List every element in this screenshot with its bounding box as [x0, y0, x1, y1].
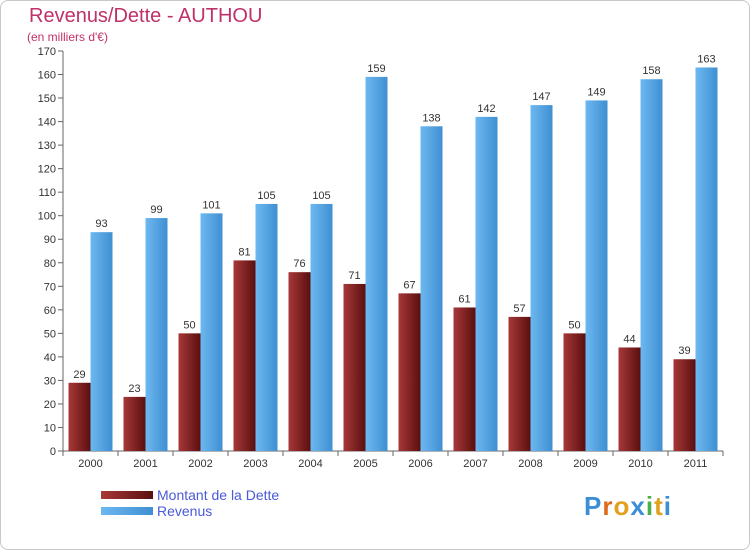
x-tick-label: 2006: [408, 458, 432, 470]
debt-bar: [398, 293, 421, 451]
legend: Montant de la Dette Revenus: [101, 487, 279, 519]
logo-letter: x: [630, 491, 646, 521]
logo-letter: i: [663, 491, 672, 521]
revenue-bar: [365, 76, 388, 451]
chart-title: Revenus/Dette - AUTHOU: [29, 5, 263, 27]
x-tick-label: 2000: [78, 458, 102, 470]
debt-bar-value-label: 50: [183, 319, 195, 331]
y-tick-label: 60: [44, 305, 56, 317]
y-tick-label: 110: [38, 187, 56, 199]
revenue-bar: [475, 116, 498, 451]
y-tick-label: 170: [38, 46, 56, 58]
debt-bar: [233, 260, 256, 451]
debt-bar-value-label: 39: [678, 345, 690, 357]
revenue-bar: [90, 232, 113, 451]
debt-bar-value-label: 76: [293, 258, 305, 270]
y-tick-label: 150: [38, 93, 56, 105]
revenue-bar: [530, 105, 553, 451]
revenue-bar: [640, 79, 663, 451]
revenue-bar: [310, 203, 333, 451]
chart-subtitle: (en milliers d'€): [27, 30, 108, 44]
revenue-bar: [585, 100, 608, 451]
logo-letter: t: [654, 491, 664, 521]
revenue-bar-value-label: 138: [422, 112, 440, 124]
y-tick-label: 0: [50, 446, 56, 458]
y-tick-label: 30: [44, 375, 56, 387]
x-tick-label: 2008: [518, 458, 542, 470]
y-tick-label: 120: [38, 164, 56, 176]
legend-label-debt: Montant de la Dette: [157, 487, 280, 503]
revenue-bar-value-label: 159: [367, 63, 385, 75]
x-tick-label: 2002: [188, 458, 212, 470]
revenue-bar-value-label: 101: [202, 199, 220, 211]
revenue-bar: [420, 126, 443, 451]
y-tick-label: 80: [44, 258, 56, 270]
debt-bar-value-label: 44: [623, 333, 635, 345]
debt-bar-value-label: 57: [513, 303, 525, 315]
revenue-bar-value-label: 105: [257, 190, 275, 202]
x-tick-label: 2009: [573, 458, 597, 470]
legend-item-debt: Montant de la Dette: [101, 487, 279, 503]
revenue-bar-value-label: 105: [312, 190, 330, 202]
debt-bar-value-label: 71: [348, 270, 360, 282]
x-tick-label: 2010: [628, 458, 652, 470]
debt-bar-value-label: 61: [458, 293, 470, 305]
debt-bar-value-label: 67: [403, 279, 415, 291]
revenue-bar-value-label: 147: [532, 91, 550, 103]
revenue-bar: [145, 218, 168, 451]
proxiti-logo[interactable]: Proxiti: [584, 491, 672, 522]
revenue-bar: [695, 67, 718, 452]
y-tick-label: 160: [38, 70, 56, 82]
revenue-bar-value-label: 158: [642, 65, 660, 77]
revenue-swatch-icon: [101, 507, 153, 515]
legend-item-revenue: Revenus: [101, 503, 279, 519]
revenue-bar-value-label: 149: [587, 86, 605, 98]
x-tick-label: 2001: [133, 458, 157, 470]
y-tick-label: 130: [38, 140, 56, 152]
debt-bar: [618, 347, 641, 451]
y-tick-label: 40: [44, 352, 56, 364]
x-tick-label: 2005: [353, 458, 377, 470]
debt-bar: [68, 382, 91, 451]
y-tick-label: 140: [38, 117, 56, 129]
x-tick-label: 2003: [243, 458, 267, 470]
logo-letter: i: [645, 491, 655, 521]
logo-letter: P: [584, 491, 603, 521]
revenue-bar-value-label: 142: [477, 103, 495, 115]
y-tick-label: 20: [44, 399, 56, 411]
debt-bar: [563, 333, 586, 451]
y-tick-label: 50: [44, 328, 56, 340]
y-tick-label: 100: [38, 211, 56, 223]
debt-bar: [288, 272, 311, 451]
revenue-bar-value-label: 93: [95, 218, 107, 230]
revenue-bar-value-label: 163: [697, 53, 715, 65]
debt-bar: [123, 396, 146, 451]
debt-bar: [343, 283, 366, 451]
debt-swatch-icon: [101, 491, 153, 499]
revenue-bar: [200, 213, 223, 451]
debt-bar-value-label: 50: [568, 319, 580, 331]
debt-bar: [453, 307, 476, 451]
revenue-bar: [255, 203, 278, 451]
revenue-bar-value-label: 99: [150, 204, 162, 216]
logo-letter: r: [602, 491, 614, 521]
debt-bar: [508, 316, 531, 451]
x-tick-label: 2011: [684, 458, 708, 470]
y-tick-label: 70: [44, 281, 56, 293]
debt-bar: [673, 359, 696, 451]
debt-bar-value-label: 29: [73, 369, 85, 381]
debt-bar-value-label: 81: [238, 246, 250, 258]
y-tick-label: 90: [44, 234, 56, 246]
x-tick-label: 2004: [298, 458, 322, 470]
legend-label-revenue: Revenus: [157, 503, 213, 519]
logo-letter: o: [613, 491, 631, 521]
debt-bar: [178, 333, 201, 451]
debt-bar-value-label: 23: [128, 383, 140, 395]
x-tick-label: 2007: [463, 458, 487, 470]
y-tick-label: 10: [44, 422, 56, 434]
